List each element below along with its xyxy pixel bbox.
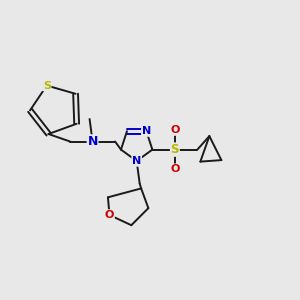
Text: S: S xyxy=(171,143,179,156)
Text: O: O xyxy=(170,164,180,174)
Text: N: N xyxy=(132,156,141,166)
Text: O: O xyxy=(105,210,114,220)
Text: O: O xyxy=(170,125,180,135)
Text: N: N xyxy=(142,126,151,136)
Text: S: S xyxy=(43,80,51,91)
Text: N: N xyxy=(87,135,98,148)
